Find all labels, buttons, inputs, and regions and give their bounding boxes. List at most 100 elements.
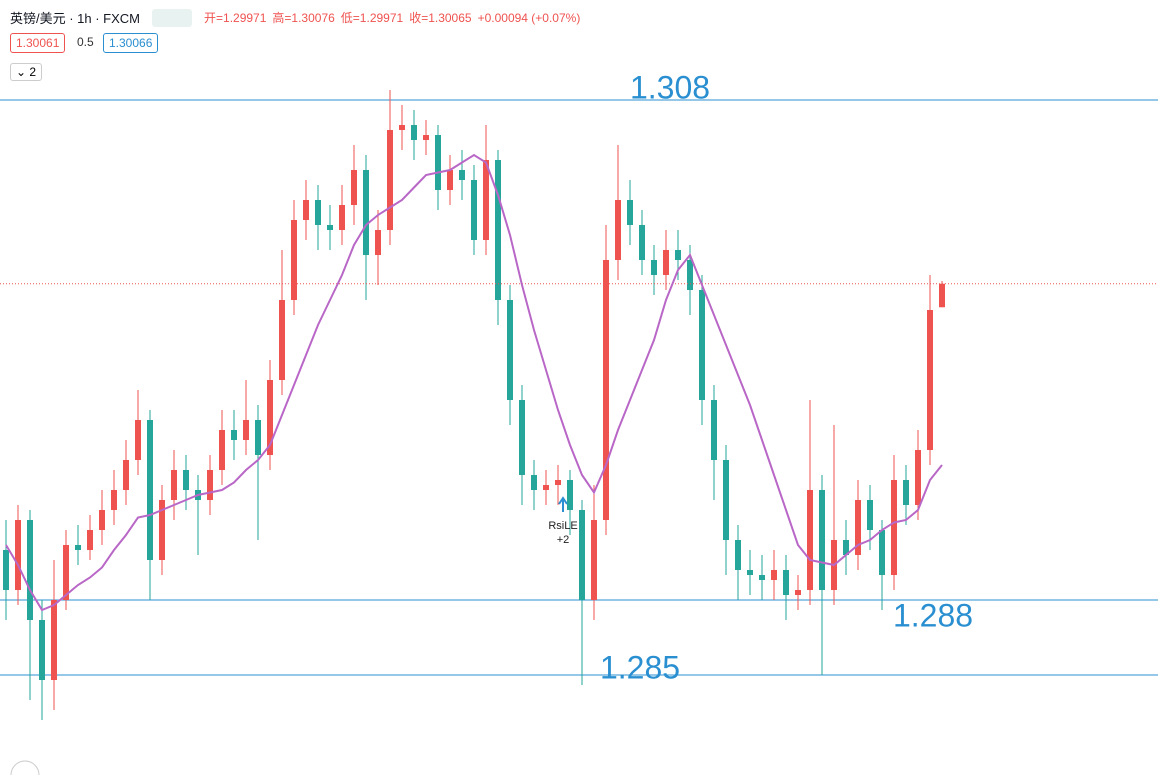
- candle-body: [807, 490, 813, 590]
- candle-body: [723, 460, 729, 540]
- indicator-count: 2: [29, 65, 37, 79]
- candle-body: [927, 310, 933, 450]
- status-icons[interactable]: [152, 8, 193, 27]
- buy-button[interactable]: 1.30066: [103, 33, 159, 53]
- candle-body: [51, 600, 57, 680]
- candle-body: [531, 475, 537, 490]
- candle-body: [867, 500, 873, 530]
- candle-body: [579, 510, 585, 600]
- candle-body: [243, 420, 249, 440]
- open-value: 开=1.29971: [204, 11, 267, 25]
- legend-bar: 英镑/美元 · 1h · FXCM 开=1.29971 高=1.30076 低=…: [10, 8, 580, 27]
- candle-body: [3, 550, 9, 590]
- candle-body: [27, 520, 33, 620]
- moving-average: [5, 153, 943, 612]
- candle-body: [435, 135, 441, 190]
- candle-body: [267, 380, 273, 455]
- candle-body: [639, 225, 645, 260]
- candle-body: [207, 470, 213, 500]
- level-label: 1.285: [600, 649, 680, 685]
- nav-button: [10, 760, 40, 775]
- candle-body: [423, 135, 429, 140]
- candle-body: [87, 530, 93, 550]
- candle-body: [627, 200, 633, 225]
- candle-body: [483, 160, 489, 240]
- candle-body: [603, 260, 609, 520]
- candle-body: [771, 570, 777, 580]
- candle-body: [111, 490, 117, 510]
- candle-body: [663, 250, 669, 275]
- level-label: 1.288: [893, 597, 973, 633]
- indicators-toggle[interactable]: ⌄ 2: [10, 63, 43, 81]
- candle-body: [699, 290, 705, 400]
- candle-body: [591, 520, 597, 600]
- candle-body: [135, 420, 141, 460]
- candle-body: [63, 545, 69, 600]
- candle-body: [651, 260, 657, 275]
- candle-body: [747, 570, 753, 575]
- candle-body: [351, 170, 357, 205]
- candle-body: [819, 490, 825, 590]
- signal-label: RsiLE: [548, 520, 577, 532]
- candle-body: [543, 485, 549, 490]
- candle-body: [507, 300, 513, 400]
- signal-arrow: [558, 496, 568, 512]
- candle-body: [567, 480, 573, 510]
- candle-body: [255, 420, 261, 455]
- candle-body: [519, 400, 525, 475]
- candle-body: [339, 205, 345, 230]
- candle-body: [903, 480, 909, 505]
- candle-body: [555, 480, 561, 485]
- candle-body: [675, 250, 681, 260]
- candle-body: [471, 180, 477, 240]
- candle-body: [315, 200, 321, 225]
- candle-body: [375, 230, 381, 255]
- signal-qty: +2: [557, 534, 570, 546]
- candle-body: [411, 125, 417, 140]
- candle-body: [303, 200, 309, 220]
- candle-body: [891, 480, 897, 575]
- candle-body: [615, 200, 621, 260]
- candle-body: [843, 540, 849, 555]
- symbol-title: 英镑/美元 · 1h · FXCM: [10, 11, 141, 26]
- candle-body: [399, 125, 405, 130]
- change-value: +0.00094 (+0.07%): [477, 10, 581, 25]
- candle-body: [279, 300, 285, 380]
- candle-body: [99, 510, 105, 530]
- candle-body: [219, 430, 225, 470]
- candle-body: [183, 470, 189, 490]
- candle-body: [171, 470, 177, 500]
- spread: 0.5: [77, 35, 94, 49]
- candle-body: [459, 170, 465, 180]
- candle-body: [75, 545, 81, 550]
- candle-body: [711, 400, 717, 460]
- low-value: 低=1.29971: [340, 11, 404, 25]
- close-value: 收=1.30065: [409, 11, 472, 25]
- candle-body: [39, 620, 45, 680]
- candle-body: [327, 225, 333, 230]
- candle-body: [735, 540, 741, 570]
- candle-body: [855, 500, 861, 555]
- candle-body: [231, 430, 237, 440]
- candle-body: [363, 170, 369, 255]
- candle-body: [291, 220, 297, 300]
- candle-body: [687, 260, 693, 290]
- candle-body: [447, 170, 453, 190]
- candle-body: [159, 500, 165, 560]
- candle-body: [759, 575, 765, 580]
- candle-body: [915, 450, 921, 505]
- candle-body: [783, 570, 789, 595]
- sell-button[interactable]: 1.30061: [10, 33, 66, 53]
- candle-body: [795, 590, 801, 595]
- candle-body: [495, 160, 501, 300]
- candle-body: [939, 283, 945, 308]
- candle-body: [123, 460, 129, 490]
- candle-body: [15, 520, 21, 590]
- high-value: 高=1.30076: [272, 11, 335, 25]
- candle-body: [147, 420, 153, 560]
- candle-body: [387, 130, 393, 230]
- level-label: 1.308: [630, 69, 710, 105]
- candle-body: [879, 530, 885, 575]
